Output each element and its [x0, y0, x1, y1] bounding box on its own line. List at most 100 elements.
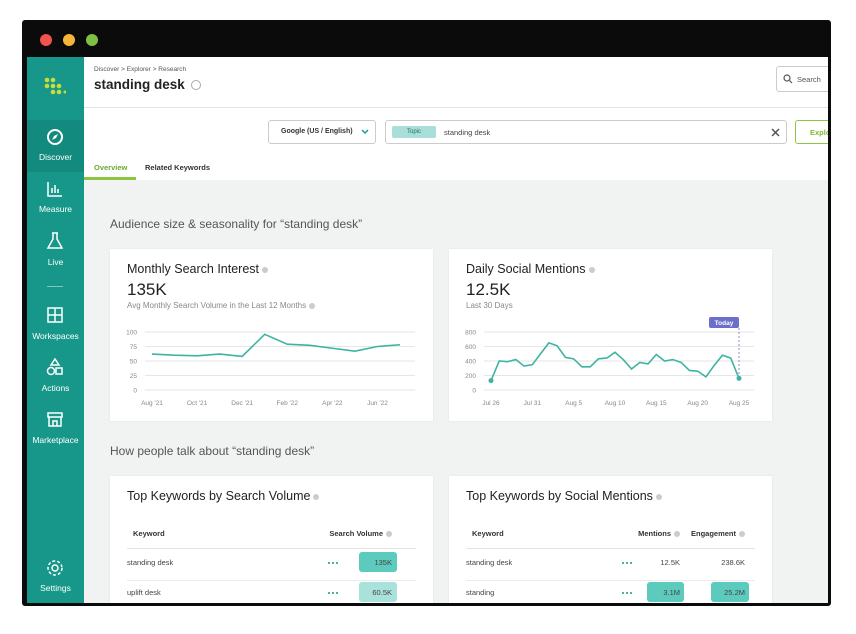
y-tick-label: 0 [472, 388, 476, 395]
chart-subtitle: Last 30 Days [466, 301, 513, 310]
dot [622, 592, 624, 594]
search-box[interactable]: Search [776, 66, 828, 92]
nav-item[interactable]: Discover [38, 152, 73, 162]
table-cell: 12.5K [660, 558, 680, 567]
value-highlight [647, 582, 684, 602]
x-tick-label: Jul 26 [482, 400, 500, 407]
query-box[interactable]: Topic standing desk [385, 120, 787, 144]
dot [630, 562, 632, 564]
logo [44, 77, 66, 95]
row-divider [466, 580, 755, 581]
x-tick-label: Aug 15 [646, 400, 667, 407]
table-cell: standing [466, 588, 495, 597]
y-tick-label: 75 [130, 344, 138, 351]
chart-card: Monthly Search Interest 135K Avg Monthly S… [110, 249, 433, 421]
info-icon[interactable] [190, 80, 201, 91]
line [490, 341, 740, 381]
search-icon [783, 74, 793, 84]
measure-icon [47, 182, 62, 197]
window-controls [40, 34, 98, 46]
point [736, 375, 742, 381]
close-button[interactable] [40, 34, 52, 46]
info-icon [674, 531, 680, 538]
x-tick-label: Oct '21 [187, 400, 208, 407]
today-label: Today [715, 320, 734, 327]
header-divider [127, 548, 416, 549]
marketplace-icon [47, 412, 63, 427]
x-tick-label: Jul 31 [524, 400, 542, 407]
region-label: Google (US / English) [281, 128, 353, 135]
nav-item[interactable]: Marketplace [32, 435, 79, 445]
section-title: How people talk about “standing desk” [110, 444, 315, 458]
subtitle-text: Last 30 Days [466, 301, 513, 310]
discover-icon [47, 129, 63, 145]
topic-chip: Topic [392, 126, 436, 138]
button-label: Explo [810, 128, 828, 137]
dot [332, 592, 334, 594]
chevron [361, 129, 369, 134]
table-cell: standing desk [127, 558, 174, 567]
column-header-text: Keyword [133, 529, 165, 538]
chart-subtitle: Avg Monthly Search Volume in the Last 12… [127, 301, 316, 310]
y-tick-label: 0 [133, 388, 137, 395]
x-tick-label: Aug 25 [729, 400, 750, 407]
table-cell: 25.2M [724, 588, 745, 597]
table-cell: uplift desk [127, 588, 161, 597]
row-menu[interactable] [621, 561, 633, 565]
table-cell: 3.1M [663, 588, 680, 597]
chart-title-text: Daily Social Mentions [466, 262, 586, 276]
info-icon [309, 302, 316, 309]
x-tick-label: Feb '22 [277, 400, 299, 407]
table-title: Top Keywords by Search Volume [127, 489, 320, 503]
settings-icon [47, 560, 63, 576]
header-divider [84, 107, 828, 108]
column-header: Mentions [638, 529, 680, 538]
maximize-button[interactable] [86, 34, 98, 46]
nav-item[interactable]: Actions [41, 383, 70, 393]
column-header-text: Search Volume [329, 529, 383, 538]
row-menu[interactable] [327, 591, 339, 595]
nav-item[interactable]: Live [47, 257, 64, 267]
nav-item[interactable]: Settings [40, 583, 71, 593]
dot [626, 562, 628, 564]
region-dropdown[interactable]: Google (US / English) [268, 120, 376, 144]
breadcrumb[interactable]: Discover > Explorer > Research [94, 66, 187, 73]
dot [328, 592, 330, 594]
app: Discover Measure Live Workspaces Actions… [27, 57, 828, 603]
table-cell: 60.5K [372, 588, 392, 597]
nav-item[interactable]: Workspaces [32, 331, 79, 341]
column-header-text: Engagement [690, 529, 736, 538]
subtitle-text: Avg Monthly Search Volume in the Last 12… [127, 301, 307, 310]
table-title-text: Top Keywords by Social Mentions [466, 489, 653, 503]
point [488, 378, 494, 384]
y-tick-label: 200 [465, 373, 476, 380]
query-text: standing desk [444, 128, 491, 137]
search-placeholder: Search [797, 75, 821, 84]
dot [622, 562, 624, 564]
row-menu[interactable] [621, 591, 633, 595]
chart-title-text: Monthly Search Interest [127, 262, 260, 276]
y-tick-label: 100 [126, 330, 137, 337]
chart-card: Daily Social Mentions 12.5K Last 30 Days 0 2… [449, 249, 772, 421]
x-tick-label: Aug 10 [605, 400, 626, 407]
line [151, 333, 401, 358]
page-title: standing desk [94, 77, 201, 92]
table-cell: standing desk [466, 558, 513, 567]
info-icon [588, 266, 595, 273]
minimize-button[interactable] [63, 34, 75, 46]
table-title: Top Keywords by Social Mentions [466, 489, 662, 503]
tab[interactable]: Overview [94, 163, 128, 172]
today-badge [709, 317, 739, 328]
nav-item[interactable]: Measure [38, 204, 73, 214]
tab[interactable]: Related Keywords [145, 163, 211, 172]
row-menu[interactable] [327, 561, 339, 565]
live-icon [46, 232, 64, 249]
explore-button[interactable]: Explo [795, 120, 828, 144]
workspaces-icon [47, 307, 63, 323]
clear-icon[interactable] [771, 128, 780, 137]
x-tick-label: Aug 5 [565, 400, 582, 407]
column-header: Keyword [472, 529, 504, 538]
headline-value: 12.5K [466, 280, 511, 299]
tab-underline [84, 177, 136, 180]
